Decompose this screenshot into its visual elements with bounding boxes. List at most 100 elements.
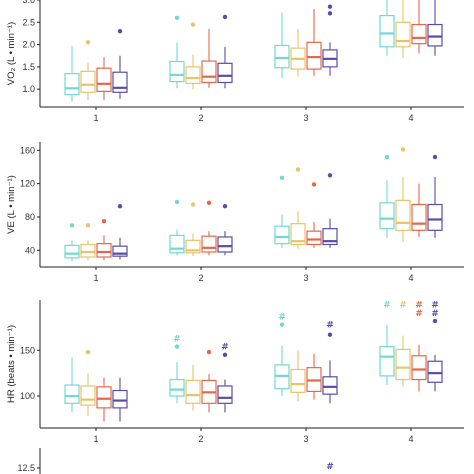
y-axis-title: VO₂ (L • min⁻¹) — [6, 22, 17, 85]
box-body — [80, 243, 96, 258]
outlier-point — [69, 223, 75, 228]
box-3-4-1 — [379, 324, 395, 386]
outlier-point — [400, 147, 406, 152]
box-2-2-2 — [185, 202, 201, 257]
outlier-point — [279, 322, 285, 327]
outlier-point — [327, 11, 333, 16]
x-tick-label: 3 — [303, 273, 308, 283]
box-body — [112, 389, 128, 409]
box-body — [80, 70, 96, 93]
box-2-1-1 — [64, 223, 80, 262]
box-2-4-3 — [411, 183, 427, 237]
significance-marker: # — [399, 301, 407, 311]
box-2-3-2 — [290, 167, 306, 249]
box-body — [217, 62, 233, 84]
box-body — [169, 378, 185, 397]
significance-marker: # — [278, 312, 286, 322]
box-1-1-1 — [64, 45, 80, 102]
box-body — [217, 385, 233, 404]
box-body — [379, 15, 395, 48]
y-axis-title: VE (L • min⁻¹) — [6, 175, 17, 234]
panel-1: 1.0 1.5 2.0 2.5 3.0 1 2 3 4 VO₂ (L • min⁻¹) — [6, 0, 464, 123]
box-1-1-4 — [112, 29, 128, 99]
box-body — [169, 60, 185, 83]
box-3-1-1 — [64, 357, 80, 413]
box-1-2-4 — [217, 14, 233, 89]
box-body — [306, 41, 322, 70]
box-2-1-3 — [96, 218, 112, 261]
box-body — [112, 245, 128, 257]
box-body — [96, 386, 112, 409]
x-tick-label: 2 — [198, 113, 203, 123]
outlier-point — [206, 349, 212, 355]
box-body — [411, 355, 427, 381]
significance-marker: # — [383, 301, 391, 311]
outlier-point — [279, 175, 285, 181]
box-3-4-3 — [411, 344, 427, 392]
box-2-3-1 — [274, 175, 290, 248]
box-body — [395, 21, 411, 48]
outlier-point — [85, 223, 91, 228]
box-2-2-4 — [217, 203, 233, 256]
box-body — [290, 368, 306, 393]
box-body — [306, 230, 322, 246]
outlier-point — [327, 4, 333, 9]
box-1-4-1 — [379, 0, 395, 56]
outlier-point — [117, 29, 123, 34]
box-body — [96, 67, 112, 92]
box-body — [411, 23, 427, 45]
y-tick-label: 100 — [20, 391, 35, 401]
box-body — [80, 385, 96, 406]
x-tick-label: 3 — [303, 434, 308, 444]
significance-marker: # — [326, 321, 334, 331]
y-tick-label: 150 — [20, 345, 35, 355]
box-3-2-4 — [217, 352, 233, 413]
box-2-2-1 — [169, 199, 185, 256]
box-2-4-2 — [395, 147, 411, 242]
y-tick-label: 160 — [20, 145, 35, 155]
outlier-point — [222, 14, 228, 20]
box-1-4-2 — [395, 0, 411, 58]
box-1-1-2 — [80, 40, 96, 101]
panel-2: 40 80 120 160 1 2 3 4 VE (L • min⁻¹) — [6, 142, 464, 283]
outlier-point — [432, 318, 438, 324]
y-tick-label: 1.0 — [22, 84, 35, 94]
x-tick-label: 2 — [198, 273, 203, 283]
box-1-1-3 — [96, 57, 112, 101]
outlier-point — [190, 202, 196, 207]
box-2-1-2 — [80, 223, 96, 261]
box-body — [322, 376, 338, 395]
box-3-2-1 — [169, 344, 185, 404]
box-3-1-3 — [96, 377, 112, 422]
outlier-point — [384, 154, 390, 160]
outlier-point — [295, 167, 301, 172]
significance-marker: # — [415, 309, 423, 319]
outlier-point — [432, 154, 438, 160]
box-body — [379, 202, 395, 230]
outlier-point — [327, 173, 333, 178]
box-body — [201, 60, 217, 84]
box-2-3-4 — [322, 173, 338, 248]
outlier-point — [222, 203, 228, 209]
y-tick-label: 3.0 — [22, 0, 35, 5]
outlier-point — [174, 199, 180, 205]
box-3-3-4 — [322, 332, 338, 404]
significance-marker: # — [431, 309, 439, 319]
box-1-3-4 — [322, 4, 338, 76]
box-1-2-2 — [185, 22, 201, 90]
outlier-point — [222, 352, 228, 358]
box-body — [64, 72, 80, 96]
y-tick-label: 2.5 — [22, 17, 35, 27]
x-tick-label: 2 — [198, 434, 203, 444]
significance-marker: # — [173, 334, 181, 344]
x-tick-label: 4 — [408, 273, 413, 283]
y-tick-label: 80 — [25, 212, 35, 222]
outlier-point — [327, 332, 333, 337]
box-body — [274, 225, 290, 245]
box-1-3-3 — [306, 8, 322, 76]
box-1-4-4 — [427, 0, 443, 56]
x-tick-label: 3 — [303, 113, 308, 123]
panel-4: 12.5 # — [17, 448, 334, 474]
x-tick-label: 1 — [93, 434, 98, 444]
